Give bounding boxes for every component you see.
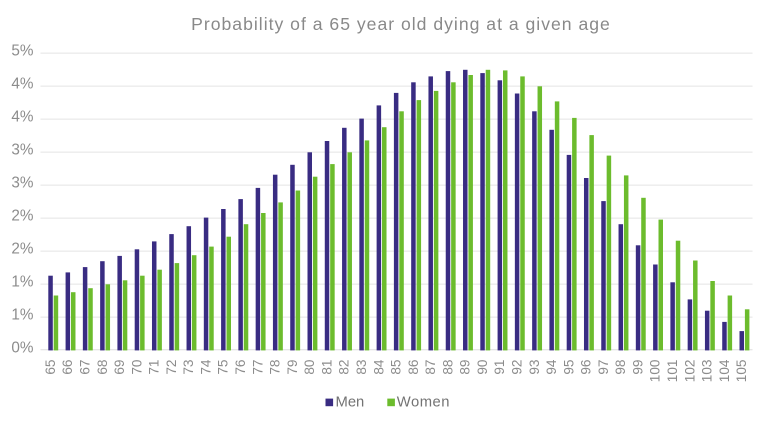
svg-text:84: 84 (371, 359, 386, 375)
svg-text:69: 69 (112, 360, 127, 375)
svg-text:4%: 4% (11, 76, 34, 93)
svg-text:3%: 3% (11, 142, 34, 159)
svg-text:74: 74 (198, 359, 213, 375)
svg-text:104: 104 (717, 359, 732, 382)
svg-text:101: 101 (665, 360, 680, 383)
svg-text:68: 68 (95, 360, 110, 375)
svg-text:78: 78 (268, 360, 283, 375)
svg-text:79: 79 (285, 360, 300, 375)
svg-text:89: 89 (458, 360, 473, 375)
svg-text:86: 86 (406, 360, 421, 375)
svg-text:103: 103 (700, 360, 715, 383)
svg-text:Women: Women (397, 395, 450, 411)
svg-text:76: 76 (233, 360, 248, 375)
svg-text:97: 97 (596, 360, 611, 375)
svg-text:88: 88 (440, 360, 455, 375)
svg-text:92: 92 (510, 360, 525, 375)
svg-text:66: 66 (60, 360, 75, 375)
svg-text:102: 102 (682, 360, 697, 383)
svg-text:93: 93 (527, 360, 542, 375)
svg-text:73: 73 (181, 360, 196, 375)
svg-text:91: 91 (492, 360, 507, 375)
svg-text:98: 98 (613, 360, 628, 375)
svg-text:1%: 1% (11, 307, 34, 324)
svg-text:4%: 4% (11, 109, 34, 126)
svg-text:65: 65 (43, 360, 58, 375)
svg-text:70: 70 (129, 359, 144, 375)
svg-text:85: 85 (389, 360, 404, 375)
svg-text:81: 81 (319, 360, 334, 375)
svg-text:100: 100 (648, 359, 663, 382)
svg-text:71: 71 (147, 360, 162, 375)
svg-text:80: 80 (302, 359, 317, 375)
svg-text:90: 90 (475, 359, 490, 375)
svg-text:3%: 3% (11, 175, 34, 192)
svg-text:0%: 0% (11, 340, 34, 357)
svg-text:2%: 2% (11, 208, 34, 225)
svg-text:99: 99 (630, 360, 645, 375)
svg-text:5%: 5% (11, 43, 34, 60)
svg-text:67: 67 (78, 360, 93, 375)
svg-text:94: 94 (544, 359, 559, 375)
svg-text:95: 95 (561, 360, 576, 375)
svg-text:77: 77 (250, 360, 265, 375)
svg-text:2%: 2% (11, 241, 34, 258)
svg-text:82: 82 (337, 360, 352, 375)
svg-text:75: 75 (216, 360, 231, 375)
svg-text:83: 83 (354, 360, 369, 375)
svg-text:1%: 1% (11, 274, 34, 291)
svg-text:105: 105 (734, 360, 749, 383)
svg-text:Men: Men (336, 395, 365, 411)
svg-text:87: 87 (423, 360, 438, 375)
svg-text:96: 96 (579, 360, 594, 375)
svg-text:Probability of a 65 year old d: Probability of a 65 year old dying at a … (191, 14, 611, 34)
svg-text:72: 72 (164, 360, 179, 375)
